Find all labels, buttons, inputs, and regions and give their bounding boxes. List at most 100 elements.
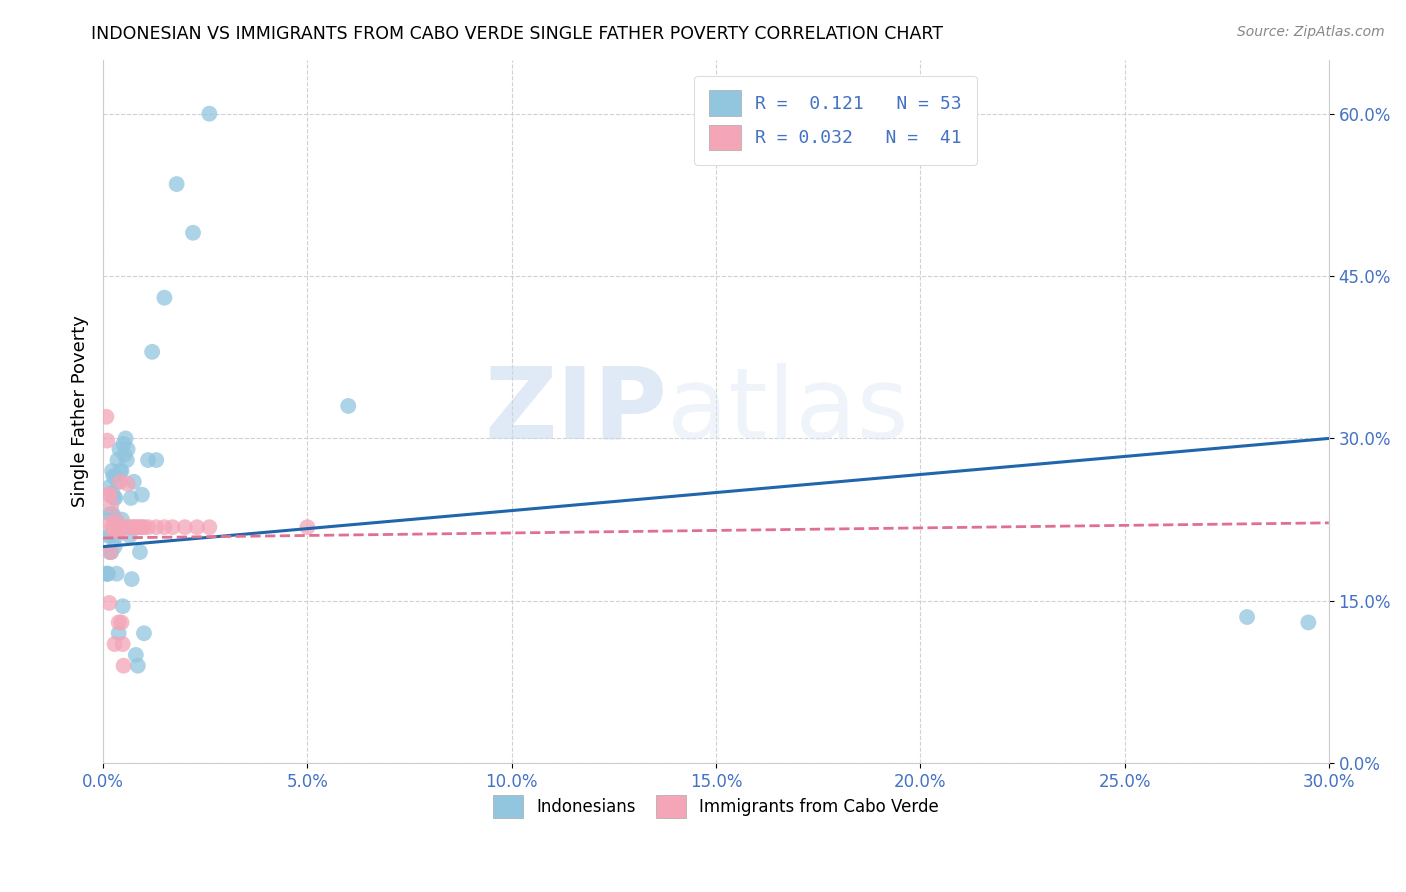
Point (122, 520, 145, 534)
Point (101, 464, 124, 478)
Point (111, 513, 134, 527)
Text: Source: ZipAtlas.com: Source: ZipAtlas.com (1237, 25, 1385, 39)
Point (114, 520, 136, 534)
Point (105, 514, 128, 528)
Point (110, 464, 132, 478)
Point (100, 529, 122, 543)
Point (337, 399, 360, 413)
Text: INDONESIAN VS IMMIGRANTS FROM CABO VERDE SINGLE FATHER POVERTY CORRELATION CHART: INDONESIAN VS IMMIGRANTS FROM CABO VERDE… (91, 25, 943, 43)
Point (112, 658, 135, 673)
Point (1298, 615, 1320, 630)
Point (107, 615, 129, 630)
Point (107, 524, 129, 538)
Point (297, 520, 319, 534)
Point (96, 566, 118, 581)
Point (118, 529, 141, 543)
Point (96, 566, 118, 581)
Point (145, 453, 167, 467)
Point (125, 648, 148, 662)
Point (131, 520, 153, 534)
Point (129, 520, 152, 534)
Point (120, 491, 142, 505)
Point (132, 626, 155, 640)
Point (101, 520, 124, 534)
Point (107, 453, 129, 467)
Point (104, 520, 127, 534)
Point (122, 475, 145, 489)
Point (101, 507, 124, 521)
Point (96, 434, 118, 448)
Point (131, 488, 153, 502)
Point (103, 540, 125, 554)
Point (121, 520, 143, 534)
Point (103, 520, 125, 534)
Point (127, 520, 149, 534)
Point (98, 507, 121, 521)
Point (111, 637, 134, 651)
Point (98, 488, 121, 502)
Point (100, 499, 122, 513)
Point (107, 626, 129, 640)
Point (103, 637, 125, 651)
Point (101, 485, 124, 500)
Point (98, 480, 121, 494)
Point (101, 520, 124, 534)
Point (112, 448, 135, 462)
Point (117, 442, 139, 457)
Point (110, 475, 132, 489)
Point (114, 432, 136, 446)
Point (97, 529, 120, 543)
Point (127, 658, 149, 673)
Text: atlas: atlas (666, 363, 908, 460)
Point (166, 177, 188, 191)
Point (103, 491, 125, 505)
Point (198, 520, 221, 534)
Point (103, 469, 125, 483)
Point (121, 572, 143, 586)
Point (98, 545, 121, 559)
Point (136, 520, 159, 534)
Point (100, 507, 122, 521)
Point (104, 491, 127, 505)
Point (181, 226, 204, 240)
Point (136, 453, 159, 467)
Point (129, 545, 152, 559)
Point (153, 291, 176, 305)
Point (145, 520, 167, 534)
Point (186, 520, 208, 534)
Point (98, 516, 121, 530)
Text: ZIP: ZIP (484, 363, 666, 460)
Point (103, 524, 125, 538)
Y-axis label: Single Father Poverty: Single Father Poverty (72, 316, 89, 508)
Point (100, 545, 122, 559)
Point (97, 488, 120, 502)
Point (162, 520, 184, 534)
Point (104, 469, 127, 483)
Point (115, 453, 138, 467)
Point (141, 344, 163, 359)
Point (107, 475, 129, 489)
Point (105, 566, 128, 581)
Point (1236, 610, 1258, 624)
Point (98, 596, 121, 610)
Point (132, 520, 155, 534)
Point (198, 106, 221, 120)
Point (105, 529, 128, 543)
Point (118, 520, 141, 534)
Point (108, 524, 131, 538)
Point (111, 599, 134, 614)
Point (105, 520, 128, 534)
Point (125, 520, 148, 534)
Point (173, 520, 195, 534)
Point (117, 476, 139, 491)
Point (103, 513, 125, 527)
Point (108, 442, 131, 457)
Legend: Indonesians, Immigrants from Cabo Verde: Indonesians, Immigrants from Cabo Verde (486, 789, 946, 825)
Point (153, 520, 176, 534)
Point (100, 545, 122, 559)
Point (96, 409, 118, 424)
Point (110, 464, 132, 478)
Point (97, 566, 120, 581)
Point (110, 615, 132, 630)
Point (112, 437, 135, 451)
